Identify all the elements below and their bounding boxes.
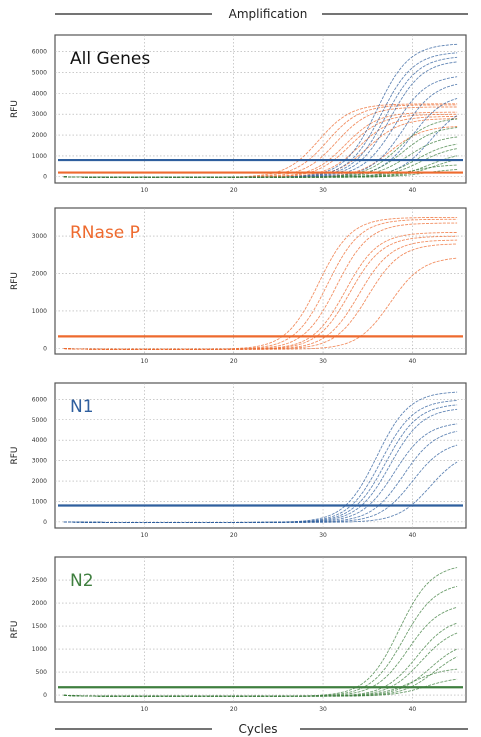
x-tick-label: 30	[319, 532, 327, 539]
x-tick-label: 20	[230, 532, 238, 539]
x-tick-label: 20	[230, 706, 238, 713]
y-axis-label: RFU	[10, 620, 20, 638]
y-tick-label: 0	[43, 174, 47, 181]
plot-frame	[54, 556, 467, 703]
panel-n1: 10 20 30 40 0 1000 2000 3000 4000 5000 6000 RFU N1	[10, 382, 467, 539]
curve-n2	[63, 678, 458, 697]
x-tick-label: 20	[230, 187, 238, 194]
x-tick-label: 40	[409, 187, 417, 194]
top-caption: Amplification	[229, 7, 308, 21]
y-tick-label: 2000	[32, 600, 47, 607]
y-tick-label: 0	[43, 519, 47, 526]
y-tick-label: 2000	[32, 478, 47, 485]
x-tick-label: 40	[409, 358, 417, 365]
y-tick-label: 6000	[32, 396, 47, 403]
y-axis-label: RFU	[10, 446, 20, 464]
y-tick-label: 2500	[32, 577, 47, 584]
plot-frame	[54, 34, 467, 184]
x-tick-label: 10	[141, 706, 149, 713]
y-tick-label: 1000	[32, 498, 47, 505]
y-tick-label: 5000	[32, 70, 47, 77]
plot-frame	[54, 382, 467, 529]
y-tick-label: 1000	[32, 308, 47, 315]
panel-rnase-p: 10 20 30 40 0 1000 2000 3000 RFU RNase P	[10, 207, 467, 365]
x-tick-label: 10	[141, 187, 149, 194]
x-tick-label: 40	[409, 706, 417, 713]
y-tick-label: 3000	[32, 233, 47, 240]
curve-rnase-p	[63, 257, 458, 350]
y-tick-label: 0	[43, 692, 47, 699]
y-tick-label: 0	[43, 345, 47, 352]
y-tick-label: 2000	[32, 132, 47, 139]
y-tick-label: 1000	[32, 153, 47, 160]
panel-title: All Genes	[70, 49, 150, 69]
x-tick-label: 30	[319, 706, 327, 713]
panel-n2: 10 20 30 40 0 500 1000 1500 2000 2500 RFU N2	[10, 556, 467, 713]
y-tick-label: 4000	[32, 437, 47, 444]
bottom-caption: Cycles	[238, 722, 277, 736]
panel-title: RNase P	[70, 223, 140, 243]
y-tick-label: 1500	[32, 623, 47, 630]
curve-n2	[63, 169, 458, 178]
y-tick-label: 3000	[32, 111, 47, 118]
curve-n1	[63, 461, 458, 523]
x-tick-label: 30	[319, 187, 327, 194]
x-tick-label: 10	[141, 358, 149, 365]
y-axis-label: RFU	[10, 100, 20, 118]
y-axis-label: RFU	[10, 272, 20, 290]
y-tick-label: 3000	[32, 458, 47, 465]
y-tick-label: 1000	[32, 646, 47, 653]
x-tick-label: 20	[230, 358, 238, 365]
chart-panels: 10 20 30 400100020003000400050006000RFUAll …	[10, 34, 467, 713]
y-tick-label: 2000	[32, 271, 47, 278]
panel-title: N2	[70, 571, 94, 591]
y-tick-label: 4000	[32, 90, 47, 97]
x-tick-label: 30	[319, 358, 327, 365]
x-tick-label: 40	[409, 532, 417, 539]
y-tick-label: 5000	[32, 417, 47, 424]
panel-all-genes: 10 20 30 40 0 1000 2000 3000 4000 5000 6000 RFU All …	[10, 34, 467, 194]
plot-frame	[54, 207, 467, 355]
y-tick-label: 6000	[32, 49, 47, 56]
panel-title: N1	[70, 397, 94, 417]
y-tick-label: 500	[36, 669, 48, 676]
x-tick-label: 10	[141, 532, 149, 539]
